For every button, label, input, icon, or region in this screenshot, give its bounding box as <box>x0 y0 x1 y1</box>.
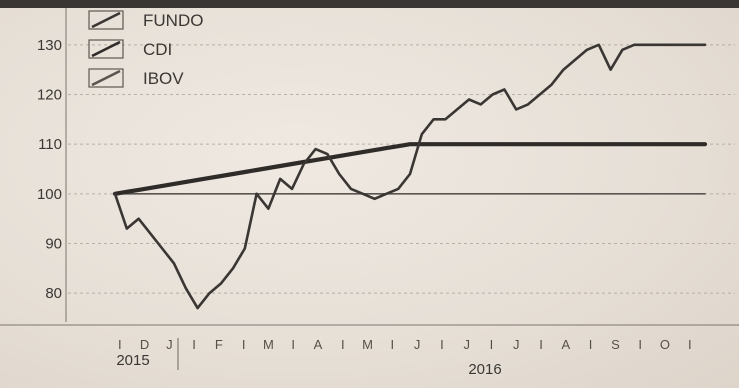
legend-swatch-line <box>91 69 121 87</box>
x-tick-label: I <box>490 337 494 352</box>
x-tick-label: O <box>660 337 671 352</box>
x-tick-label: I <box>192 337 196 352</box>
x-tick-label: I <box>539 337 543 352</box>
legend-label: CDI <box>143 40 172 59</box>
x-tick-label: I <box>341 337 345 352</box>
series-line-cdi <box>112 142 708 196</box>
x-tick-label: I <box>242 337 246 352</box>
y-tick-label: 80 <box>45 285 62 302</box>
x-tick-label: M <box>362 337 373 352</box>
y-tick-label: 110 <box>38 136 62 153</box>
x-tick-label: A <box>562 337 571 352</box>
x-tick-label: F <box>215 337 223 352</box>
legend-entry-fundo: FUNDO <box>88 10 203 30</box>
x-tick-label: J <box>463 337 470 352</box>
legend-swatch <box>88 10 124 30</box>
x-tick-label: J <box>513 337 520 352</box>
series-line-fundo <box>113 43 707 310</box>
x-tick-label: A <box>314 337 323 352</box>
x-tick-label: I <box>440 337 444 352</box>
legend-label: IBOV <box>143 69 184 88</box>
top-border <box>0 0 739 8</box>
y-tick-label: 130 <box>37 37 62 54</box>
x-tick-label: I <box>589 337 593 352</box>
legend-label: FUNDO <box>143 11 203 30</box>
x-tick-label: D <box>140 337 150 352</box>
legend-swatch-line <box>91 11 121 29</box>
x-tick-label: I <box>391 337 395 352</box>
y-tick-label: 100 <box>37 186 62 203</box>
x-tick-label: J <box>414 337 421 352</box>
legend: FUNDO CDI IBOV <box>88 10 203 88</box>
legend-entry-cdi: CDI <box>88 39 172 59</box>
x-tick-label: S <box>611 337 620 352</box>
y-tick-label: 90 <box>45 236 62 253</box>
legend-entry-ibov: IBOV <box>88 68 184 88</box>
year-label: 2016 <box>468 361 501 378</box>
x-tick-label: I <box>291 337 295 352</box>
series-layer <box>112 43 708 310</box>
year-label: 2015 <box>116 352 149 369</box>
x-tick-label: I <box>688 337 692 352</box>
axis-layer: 80 90 100 110 120 130 I D J I F I M I A I M I J I J I J I A I S I O I… <box>0 8 739 378</box>
legend-swatch-line <box>91 40 121 58</box>
x-tick-label: I <box>638 337 642 352</box>
legend-swatch <box>88 68 124 88</box>
legend-swatch <box>88 39 124 59</box>
x-tick-label: I <box>118 337 122 352</box>
x-tick-label: J <box>166 337 173 352</box>
x-tick-label: M <box>263 337 274 352</box>
y-tick-label: 120 <box>37 87 62 104</box>
